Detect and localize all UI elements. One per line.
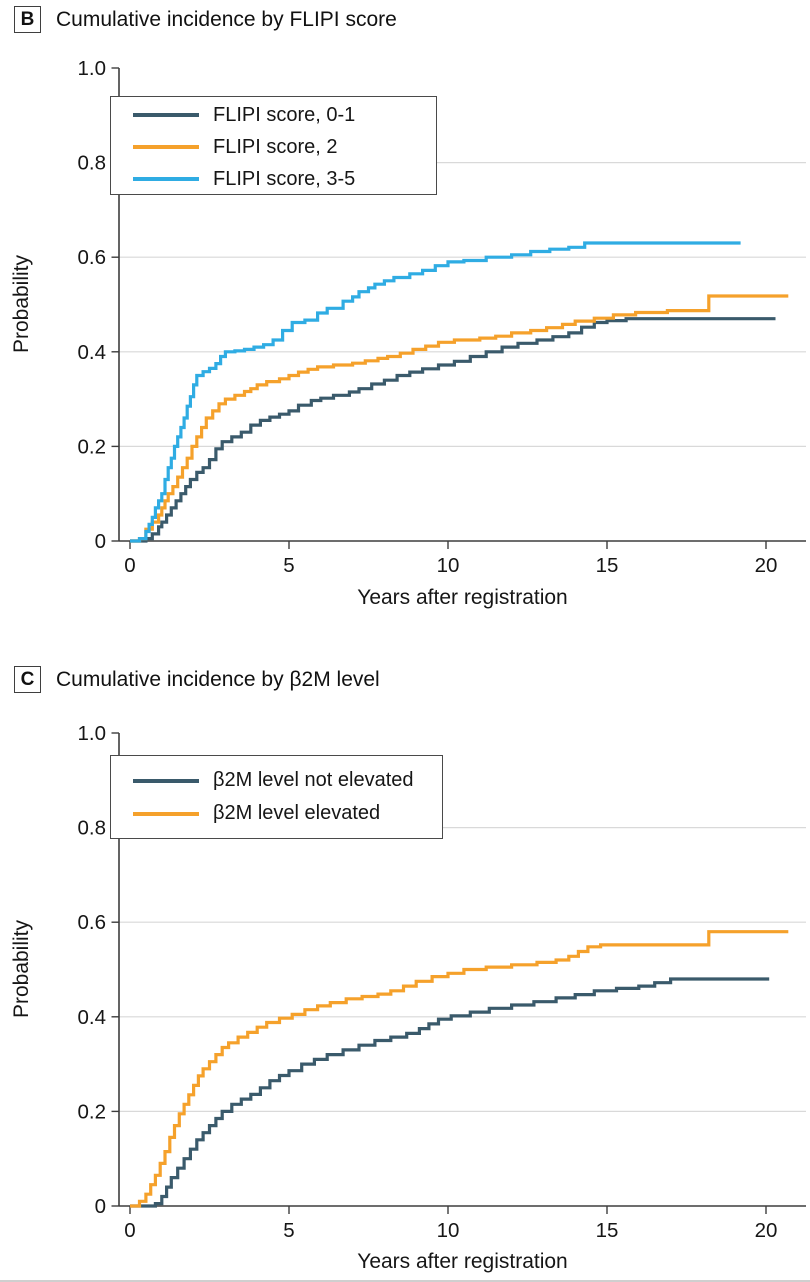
panel-c-letter-badge: C <box>14 666 41 693</box>
legend-item: FLIPI score, 0-1 <box>111 99 436 131</box>
panel-c-x-axis-label: Years after registration <box>357 1250 568 1273</box>
x-tick-label: 10 <box>437 554 460 577</box>
y-tick-label: 0 <box>95 1195 106 1218</box>
legend-label-b2m-not-elevated: β2M level not elevated <box>213 769 414 791</box>
panel-b-letter-badge: B <box>14 6 41 33</box>
x-tick-label: 0 <box>124 1219 135 1242</box>
y-tick-label: 0.8 <box>78 817 107 840</box>
x-tick-label: 15 <box>596 554 619 577</box>
y-tick-label: 0 <box>95 530 106 553</box>
legend-item: β2M level not elevated <box>111 764 442 797</box>
panel-c-title: Cumulative incidence by β2M level <box>56 667 380 691</box>
flipi-2-line-swatch <box>133 145 199 149</box>
panel-b-title: Cumulative incidence by FLIPI score <box>56 7 397 31</box>
legend-label-flipi-3-5: FLIPI score, 3-5 <box>213 167 356 190</box>
panel-c-plot: 0 0.2 0.4 0.6 0.8 1.0 0 5 10 15 20 <box>78 722 806 1242</box>
legend-label-flipi-0-1: FLIPI score, 0-1 <box>213 103 356 126</box>
series-line-flipi-score-0-1 <box>130 317 776 543</box>
series-line--2m-level-elevated <box>130 930 789 1208</box>
legend-item: FLIPI score, 3-5 <box>111 163 436 195</box>
legend-label-flipi-2: FLIPI score, 2 <box>213 135 338 158</box>
panel-c-y-axis-label: Probability <box>10 919 33 1019</box>
panel-b-header: B Cumulative incidence by FLIPI score <box>14 6 397 33</box>
series-line--2m-level-not-elevated <box>130 977 770 1208</box>
series-line-flipi-score-3-5 <box>130 241 741 543</box>
x-tick-label: 5 <box>283 554 294 577</box>
x-tick-label: 15 <box>596 1219 619 1242</box>
y-tick-label: 0.2 <box>78 435 107 458</box>
panel-b-plot: 0 0.2 0.4 0.6 0.8 1.0 0 5 10 15 20 <box>78 57 806 577</box>
x-tick-label: 5 <box>283 1219 294 1242</box>
legend-label-b2m-elevated: β2M level elevated <box>213 802 381 824</box>
x-tick-label: 0 <box>124 554 135 577</box>
b2m-elevated-line-swatch <box>133 811 199 816</box>
panel-b-legend: FLIPI score, 0-1 FLIPI score, 2 FLIPI sc… <box>110 96 437 195</box>
x-tick-label: 20 <box>755 554 778 577</box>
y-tick-label: 0.4 <box>78 1006 107 1029</box>
y-tick-label: 0.4 <box>78 341 107 364</box>
b2m-not-elevated-line-swatch <box>133 778 199 783</box>
y-tick-label: 1.0 <box>78 57 107 80</box>
flipi-3-5-line-swatch <box>133 177 199 181</box>
x-tick-label: 10 <box>437 1219 460 1242</box>
panel-c-header: C Cumulative incidence by β2M level <box>14 666 380 693</box>
y-tick-label: 1.0 <box>78 722 107 745</box>
flipi-0-1-line-swatch <box>133 113 199 117</box>
panel-b-x-axis-label: Years after registration <box>357 586 568 609</box>
y-tick-label: 0.6 <box>78 911 107 934</box>
x-tick-label: 20 <box>755 1219 778 1242</box>
y-tick-label: 0.8 <box>78 152 107 175</box>
panel-b-y-axis-label: Probability <box>10 254 33 354</box>
legend-item: FLIPI score, 2 <box>111 131 436 163</box>
panel-c-legend: β2M level not elevated β2M level elevate… <box>110 755 443 839</box>
series-line-flipi-score-2 <box>130 294 789 543</box>
figure-bottom-rule <box>0 1280 810 1282</box>
legend-item: β2M level elevated <box>111 797 442 830</box>
y-tick-label: 0.6 <box>78 246 107 269</box>
y-tick-label: 0.2 <box>78 1100 107 1123</box>
